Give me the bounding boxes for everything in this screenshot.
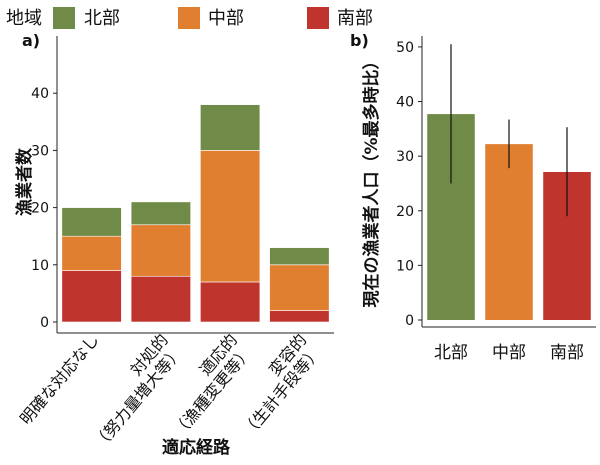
y-tick-label: 40: [31, 86, 49, 102]
bar-segment: [61, 235, 122, 271]
bar-segment: [269, 264, 330, 311]
legend-swatch-north: [53, 7, 75, 29]
bar-segment: [269, 247, 330, 266]
y-tick-label: 30: [396, 149, 414, 165]
bar-segment: [130, 275, 191, 323]
y-tick-label: 50: [396, 40, 414, 56]
bar-segment: [269, 310, 330, 323]
bar-segment: [130, 224, 191, 277]
panel-b: b) 0 10 20 30 40 50 北部 中部 南部 現在の漁業者人口（%最多時比）: [350, 31, 596, 363]
bar-segment: [200, 150, 261, 283]
panel-b-y-axis-title: 現在の漁業者人口（%最多時比）: [361, 52, 382, 307]
bar: [485, 144, 533, 320]
bar-segment: [200, 104, 261, 151]
panel-a-y-axis-title: 漁業者数: [14, 147, 35, 216]
x-tick-label: 南部: [550, 343, 584, 363]
panel-a-x-axis-title: 適応経路: [162, 437, 231, 458]
bar-segment: [61, 270, 122, 323]
bar-segment: [200, 281, 261, 323]
y-tick-label: 40: [396, 95, 414, 111]
legend-swatch-central: [178, 7, 200, 29]
panel-b-label: b): [350, 31, 369, 50]
legend: 地域 北部 中部 南部: [6, 7, 373, 29]
y-tick-label: 10: [396, 258, 414, 274]
bar-segment: [61, 207, 122, 237]
y-tick-label: 30: [31, 143, 49, 159]
x-tick-label: 中部: [492, 343, 526, 363]
legend-label-south: 南部: [337, 8, 373, 29]
y-tick-label: 10: [31, 258, 49, 274]
panel-a-label: a): [22, 31, 40, 50]
x-tick-label: 北部: [434, 343, 468, 363]
legend-label-central: 中部: [208, 8, 244, 29]
y-tick-label: 0: [40, 315, 49, 331]
legend-title: 地域: [6, 8, 42, 29]
legend-label-north: 北部: [84, 8, 120, 29]
bar-segment: [130, 201, 191, 226]
y-tick-label: 20: [31, 201, 49, 217]
legend-swatch-south: [307, 7, 329, 29]
y-tick-label: 0: [405, 313, 414, 329]
y-tick-label: 20: [396, 204, 414, 220]
x-tick-label: 明確な対応なし: [16, 330, 103, 428]
